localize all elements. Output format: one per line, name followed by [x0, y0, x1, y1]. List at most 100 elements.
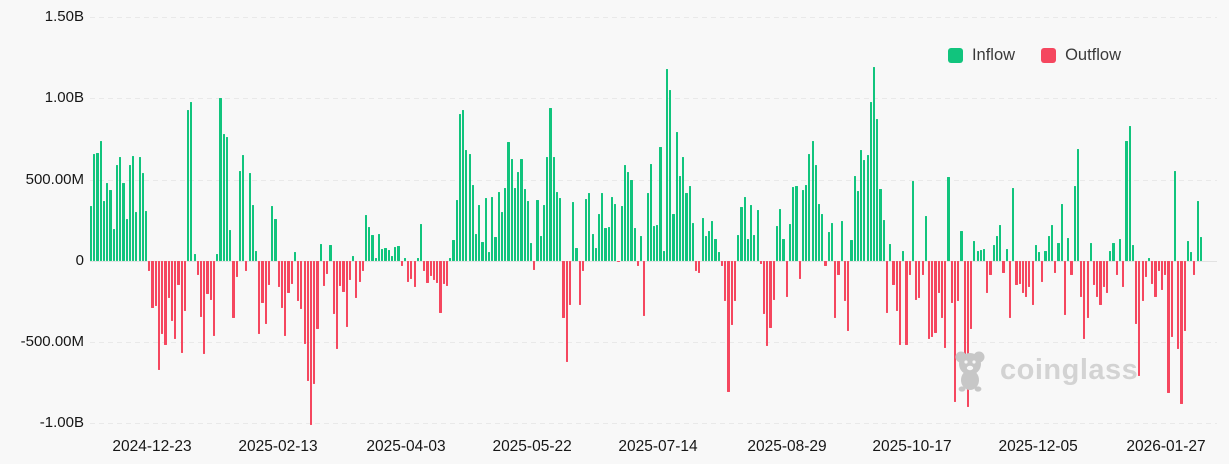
inflow-bar[interactable] [714, 238, 717, 261]
outflow-bar[interactable] [332, 260, 335, 315]
inflow-bar[interactable] [594, 247, 597, 261]
outflow-bar[interactable] [730, 260, 733, 325]
outflow-bar[interactable] [174, 260, 177, 339]
inflow-bar[interactable] [222, 134, 225, 261]
outflow-bar[interactable] [695, 260, 698, 271]
inflow-bar[interactable] [999, 225, 1002, 261]
inflow-bar[interactable] [1060, 203, 1063, 261]
outflow-bar[interactable] [562, 260, 565, 318]
inflow-bar[interactable] [675, 131, 678, 261]
inflow-bar[interactable] [487, 251, 491, 261]
inflow-bar[interactable] [788, 224, 792, 261]
outflow-bar[interactable] [203, 260, 206, 355]
outflow-bar[interactable] [436, 260, 439, 283]
inflow-bar[interactable] [856, 190, 859, 261]
inflow-bar[interactable] [869, 101, 872, 261]
inflow-bar[interactable] [782, 238, 785, 261]
outflow-bar[interactable] [578, 260, 581, 305]
outflow-bar[interactable] [908, 260, 911, 276]
inflow-bar[interactable] [840, 221, 843, 261]
inflow-bar[interactable] [90, 205, 93, 261]
inflow-bar[interactable] [539, 236, 542, 261]
inflow-bar[interactable] [546, 156, 549, 261]
inflow-bar[interactable] [500, 212, 504, 261]
inflow-bar[interactable] [128, 164, 132, 261]
outflow-bar[interactable] [937, 260, 940, 294]
outflow-bar[interactable] [1151, 260, 1154, 284]
outflow-bar[interactable] [1102, 260, 1105, 287]
inflow-bar[interactable] [520, 159, 523, 261]
inflow-bar[interactable] [623, 164, 627, 261]
outflow-bar[interactable] [261, 260, 264, 304]
inflow-bar[interactable] [1196, 200, 1199, 261]
inflow-bar[interactable] [924, 216, 927, 261]
inflow-bar[interactable] [649, 164, 652, 261]
outflow-bar[interactable] [1008, 260, 1012, 319]
inflow-bar[interactable] [691, 223, 694, 261]
inflow-bar[interactable] [119, 156, 122, 261]
outflow-bar[interactable] [429, 260, 432, 277]
outflow-bar[interactable] [1018, 260, 1021, 285]
outflow-bar[interactable] [892, 260, 895, 286]
inflow-bar[interactable] [1109, 251, 1112, 261]
inflow-bar[interactable] [750, 204, 753, 261]
inflow-bar[interactable] [549, 108, 552, 261]
outflow-bar[interactable] [581, 260, 584, 271]
outflow-bar[interactable] [335, 260, 339, 350]
inflow-bar[interactable] [866, 155, 869, 261]
inflow-bar[interactable] [607, 226, 610, 261]
inflow-bar[interactable] [872, 67, 876, 261]
inflow-bar[interactable] [122, 182, 125, 261]
inflow-bar[interactable] [756, 209, 759, 261]
outflow-bar[interactable] [824, 260, 827, 266]
inflow-bar[interactable] [420, 224, 423, 261]
outflow-bar[interactable] [931, 260, 934, 338]
inflow-bar[interactable] [138, 156, 141, 261]
inflow-bar[interactable] [251, 204, 254, 261]
outflow-bar[interactable] [1002, 260, 1005, 273]
outflow-bar[interactable] [264, 260, 267, 325]
outflow-bar[interactable] [772, 260, 775, 300]
inflow-bar[interactable] [115, 164, 119, 261]
inflow-bar[interactable] [1118, 238, 1122, 261]
inflow-bar[interactable] [481, 242, 484, 261]
outflow-bar[interactable] [1025, 260, 1028, 298]
outflow-bar[interactable] [1164, 260, 1167, 276]
inflow-bar[interactable] [504, 188, 507, 261]
inflow-bar[interactable] [1034, 244, 1037, 261]
inflow-bar[interactable] [507, 142, 510, 261]
outflow-bar[interactable] [313, 260, 316, 385]
inflow-bar[interactable] [465, 150, 468, 261]
outflow-bar[interactable] [280, 260, 284, 308]
inflow-bar[interactable] [882, 220, 885, 261]
inflow-bar[interactable] [394, 247, 397, 261]
inflow-bar[interactable] [1112, 242, 1115, 261]
inflow-bar[interactable] [620, 205, 623, 261]
inflow-bar[interactable] [478, 204, 481, 261]
outflow-bar[interactable] [970, 260, 973, 330]
outflow-bar[interactable] [277, 260, 280, 287]
outflow-bar[interactable] [316, 260, 319, 330]
inflow-bar[interactable] [601, 192, 604, 261]
inflow-bar[interactable] [979, 250, 982, 261]
inflow-bar[interactable] [1186, 241, 1189, 261]
outflow-bar[interactable] [355, 260, 358, 299]
outflow-bar[interactable] [927, 260, 931, 339]
outflow-bar[interactable] [310, 260, 313, 425]
inflow-bar[interactable] [597, 213, 601, 261]
outflow-bar[interactable] [698, 260, 701, 273]
outflow-bar[interactable] [533, 260, 536, 270]
inflow-bar[interactable] [368, 226, 371, 261]
inflow-bar[interactable] [992, 245, 995, 261]
inflow-bar[interactable] [384, 247, 387, 261]
outflow-bar[interactable] [568, 260, 572, 305]
inflow-bar[interactable] [876, 119, 879, 261]
inflow-bar[interactable] [863, 160, 866, 261]
inflow-bar[interactable] [109, 190, 112, 261]
outflow-bar[interactable] [445, 260, 449, 286]
outflow-bar[interactable] [306, 260, 309, 382]
inflow-bar[interactable] [879, 189, 882, 261]
outflow-bar[interactable] [1028, 260, 1031, 287]
inflow-bar[interactable] [135, 212, 138, 261]
outflow-bar[interactable] [345, 260, 348, 328]
